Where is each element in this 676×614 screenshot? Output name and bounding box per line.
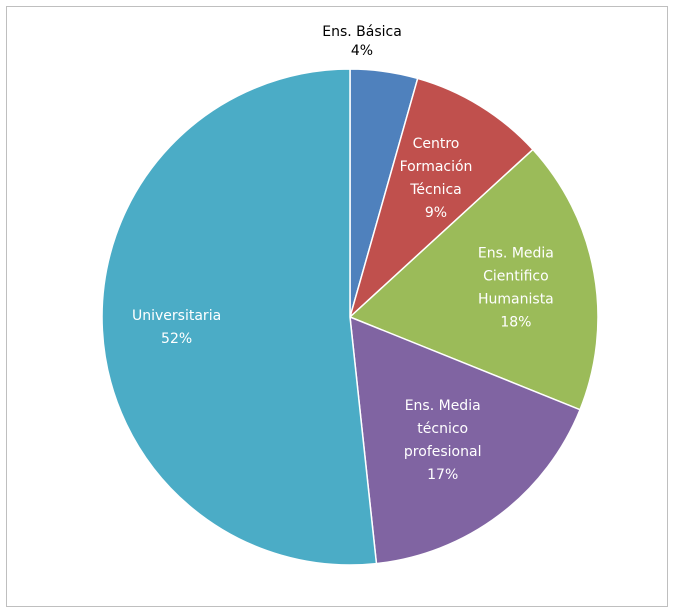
slice-label-2: Ens. Media Cientifico Humanista 18% xyxy=(478,246,554,331)
slice-label-1: Centro Formación Técnica 9% xyxy=(400,136,473,221)
pie-slice-1 xyxy=(348,77,534,320)
slice-label-0: Ens. Básica 4% xyxy=(322,24,402,59)
pie-slice-3 xyxy=(349,315,581,565)
pie-slices xyxy=(101,68,599,566)
pie-slice-4 xyxy=(101,68,378,566)
pie-slice-2 xyxy=(348,148,599,411)
slice-label-4: Universitaria 52% xyxy=(132,308,221,347)
pie-chart: Ens. Básica 4%Centro Formación Técnica 9%Ens… xyxy=(101,24,599,566)
slice-label-3: Ens. Media técnico profesional 17% xyxy=(404,398,482,483)
slice-labels: Ens. Básica 4%Centro Formación Técnica 9%Ens… xyxy=(132,24,554,483)
chart-area: Ens. Básica 4% Centro Formación Técnica 9% Ens… xyxy=(6,6,668,607)
